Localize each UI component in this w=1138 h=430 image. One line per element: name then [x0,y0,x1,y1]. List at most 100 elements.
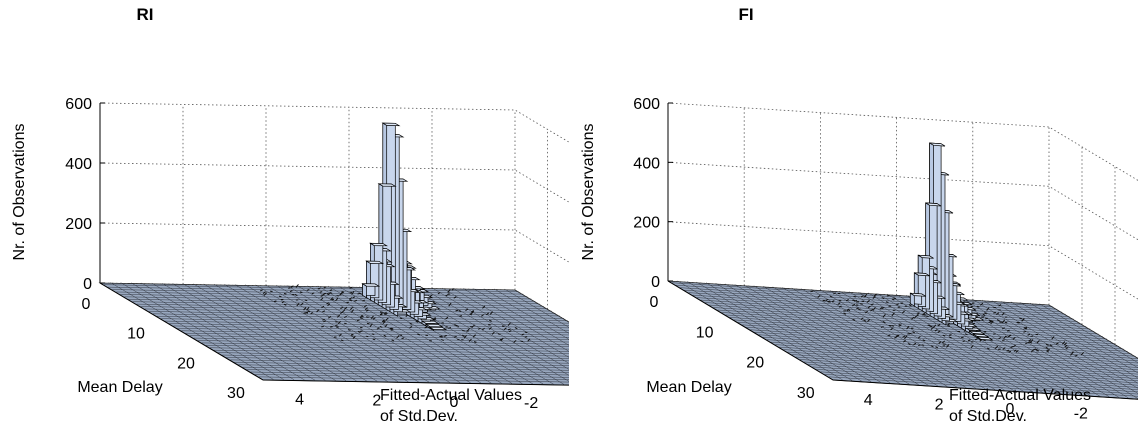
small-bar-mark [382,319,386,322]
small-bar-mark [521,333,525,336]
small-bar-mark [488,319,492,322]
floor-mesh-line [877,293,1043,393]
small-bar-mark [379,312,383,316]
small-bar-mark [864,293,868,298]
small-bar-mark [998,336,1002,340]
small-bar-mark [885,301,889,303]
small-bar-mark [453,296,457,299]
small-bar-mark [383,311,387,315]
small-bar-mark [1008,350,1012,353]
small-bar-mark [485,312,490,316]
small-bar-mark [867,305,871,309]
small-bar-mark [922,312,926,316]
small-bar-mark [344,306,348,310]
small-bar-mark [1045,343,1049,346]
z-tick-label: 0 [83,276,92,293]
small-bar-mark [996,312,1000,316]
small-bar-mark [1001,312,1005,316]
floor-mesh-line [867,292,1034,393]
small-bar-mark [307,310,311,313]
small-bar-mark [984,312,987,315]
small-bar-mark [299,291,303,293]
floor-mesh-line [766,339,1138,364]
floor-mesh-line [828,376,1138,397]
floor-mesh-line [258,376,569,383]
small-bar-mark [838,299,842,302]
small-bar-mark [890,327,894,331]
small-bar-mark [882,320,886,324]
x-axis-label: Mean Delay [646,379,731,396]
small-bar-mark [856,301,859,303]
small-bar-mark [921,344,925,346]
back-wall-left [668,103,1049,305]
small-bar-mark [1006,349,1010,352]
small-bar-mark [908,332,912,335]
floor-mesh-line [452,288,569,358]
small-bar-mark [983,339,986,342]
floor-mesh-line [421,287,569,376]
small-bar-mark [1023,330,1027,333]
floor-mesh-line [779,346,1138,370]
small-bar-mark [497,333,501,335]
small-bar-mark [415,320,419,323]
small-bar-mark [458,310,462,312]
floor-mesh-line [494,288,569,334]
floor-mesh-line [775,344,1138,368]
small-bar-mark [1045,346,1049,350]
small-bar-mark [383,334,387,337]
small-bar-mark [372,338,376,341]
small-bar-mark [860,317,864,320]
small-bar-mark [283,303,287,306]
small-bar-mark [1030,349,1034,353]
small-bar-mark [825,298,829,302]
small-bar-mark [300,302,304,306]
small-bar-mark [347,329,351,331]
small-bar-mark [290,285,294,288]
small-bar-mark [1002,339,1005,342]
small-bar-mark [930,345,934,347]
small-bar-mark [448,302,452,307]
floor-mesh-line [431,287,569,370]
small-bar-mark [886,294,890,297]
small-bar-mark [262,291,266,295]
small-bar-mark [481,314,485,317]
floor-mesh-line [762,336,1138,362]
small-bar-mark [856,307,860,310]
small-bar-mark [437,291,441,295]
small-bar-mark [349,306,354,310]
small-bar-mark [445,316,449,320]
floor-mesh-line [189,335,569,343]
small-bar-mark [327,293,331,296]
floor-mesh-line [991,300,1138,389]
small-bar-mark [335,297,339,302]
small-bar-mark [891,298,895,301]
small-bar-mark [891,312,895,317]
small-bar-mark [445,293,449,297]
floor-mesh-line [791,354,1138,377]
small-bar-mark [259,289,263,292]
small-bar-mark [915,314,919,317]
histogram-bar [976,336,993,341]
small-bar-mark [338,333,342,337]
small-bar-mark [365,309,369,312]
small-bar-mark [904,335,908,340]
small-bar-mark [894,336,898,339]
small-bar-mark [363,304,367,308]
small-bar-mark [330,297,334,301]
small-bar-mark [360,317,363,319]
y-tick-label: -2 [524,395,538,412]
small-bar-mark [384,312,388,316]
small-bar-mark [929,325,933,328]
small-bar-mark [1027,333,1031,336]
small-bar-mark [365,316,369,318]
small-bar-mark [322,319,325,321]
small-bar-mark [995,345,999,349]
back-wall-right [1049,127,1138,359]
small-bar-mark [1049,344,1053,347]
small-bar-mark [1006,329,1010,332]
small-bar-mark [993,311,996,314]
small-bar-mark [962,340,966,343]
z-tick-label: 0 [651,274,660,291]
small-bar-mark [524,331,528,334]
floor-mesh-line [328,285,492,384]
